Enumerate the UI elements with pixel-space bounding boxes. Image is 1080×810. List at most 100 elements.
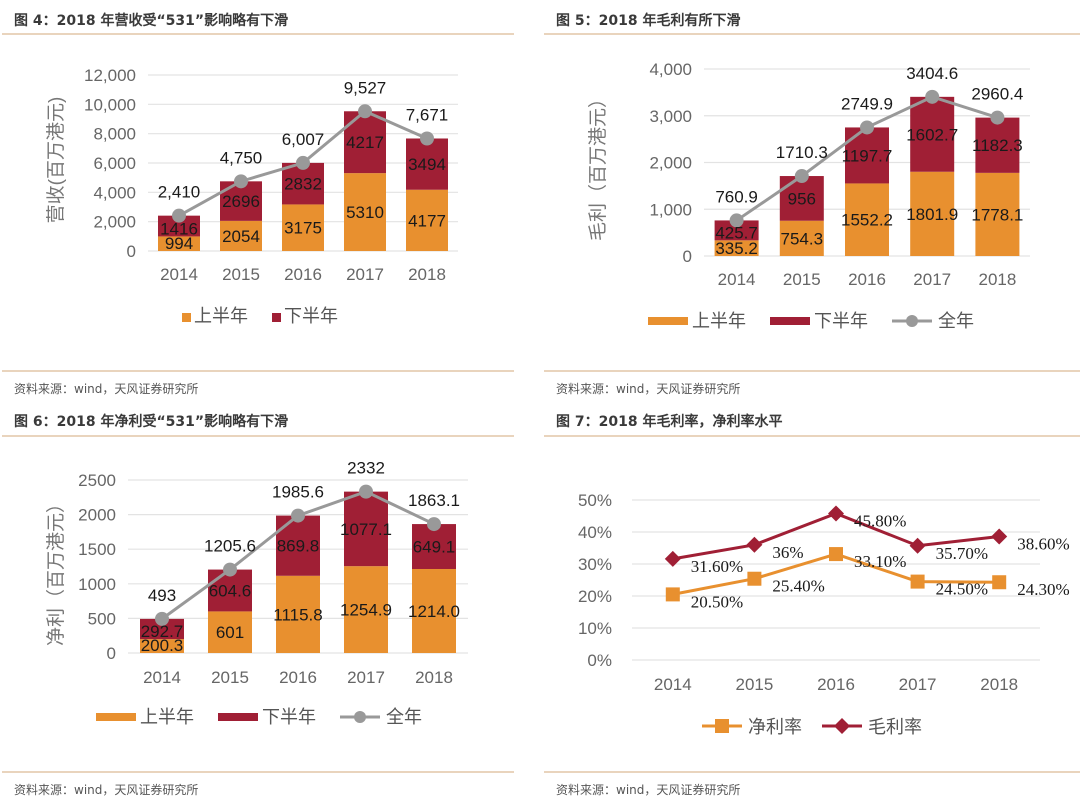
title-divider [544,435,1080,437]
data-label-second-half: 1182.3 [972,136,1023,155]
bar-first-half [975,172,1020,256]
x-tick-label: 2018 [978,270,1016,289]
data-label-first-half: 335.2 [715,239,758,258]
full-year-point [234,174,248,189]
gross-margin-marker [746,536,763,553]
gross-margin-data-label: 35.70% [936,544,988,563]
bar-second-half [344,491,388,567]
figure-6-panel: 图 6：2018 年净利受“531”影响略有下滑 0 500 1000 1500 200… [0,405,528,810]
y-tick-label: 1,000 [649,200,692,219]
title-divider [2,435,514,437]
figure-4-source: 资料来源：wind，天风证券研究所 [14,382,199,396]
x-tick-label: 2017 [346,265,384,284]
bar-first-half [714,240,759,256]
data-label-full-year: 2960.4 [971,85,1023,104]
bar-second-half [910,96,955,172]
data-label-second-half: 956 [788,189,816,208]
data-label-second-half: 425.7 [715,223,758,242]
net-margin-data-label: 24.50% [936,580,988,599]
data-label-first-half: 1214.0 [408,602,460,621]
data-label-full-year: 9,527 [344,78,387,97]
full-year-point [358,104,372,119]
data-label-second-half: 2696 [222,192,260,211]
title-divider [2,33,514,35]
x-tick-label: 2015 [735,675,773,694]
x-tick-label: 2017 [347,668,385,687]
gross-margin-marker [828,505,844,522]
data-label-second-half: 1077.1 [340,520,392,539]
data-label-full-year: 760.9 [715,187,758,206]
bar-first-half [845,183,889,256]
bar-second-half [975,117,1020,173]
data-label-second-half: 4217 [346,133,384,152]
y-tick-label: 10% [578,619,612,638]
bar-second-half [779,176,824,221]
data-label-first-half: 1801.9 [906,205,958,224]
y-tick-label: 4,000 [649,60,692,79]
x-tick-label: 2017 [913,270,951,289]
data-label-full-year: 1863.1 [408,491,460,510]
data-label-second-half: 869.8 [277,537,320,556]
data-label-second-half: 1602.7 [906,125,958,144]
y-tick-label: 2,000 [93,213,136,232]
y-tick-label: 0% [587,651,612,670]
legend-swatch-first-half [648,317,688,325]
legend-label-net-margin: 净利率 [748,717,802,737]
legend-label-gross-margin: 毛利率 [868,717,922,737]
y-axis-label: 净利（百万港元） [45,494,67,646]
data-label-first-half: 5310 [346,203,384,222]
data-label-full-year: 493 [148,586,176,605]
full-year-point [172,208,186,223]
data-label-second-half: 3494 [408,155,446,174]
net-margin-marker [992,575,1007,590]
data-label-first-half: 2054 [222,227,260,246]
bar-first-half [406,189,448,251]
y-tick-label: 500 [88,609,116,628]
full-year-point [427,517,441,532]
gross-margin-marker [664,550,681,567]
bar-first-half [344,173,386,251]
y-tick-label: 2500 [78,471,116,490]
data-label-first-half: 1115.8 [273,605,322,624]
data-label-first-half: 200.3 [141,636,184,655]
x-tick-label: 2016 [817,675,855,694]
gross-margin-data-label: 36% [772,543,803,562]
figure-5-title: 图 5：2018 年毛利有所下滑 [556,13,741,29]
legend-label-full-year: 全年 [938,311,974,331]
legend-label-second-half: 下半年 [262,707,316,727]
gross-margin-marker [909,537,926,554]
data-label-full-year: 1985.6 [272,483,324,502]
full-year-point [155,611,169,626]
y-tick-label: 8,000 [93,125,136,144]
y-axis-label: 毛利（百万港元） [587,89,609,241]
x-tick-label: 2016 [848,270,886,289]
net-margin-marker [829,547,843,562]
bar-first-half [220,220,262,251]
bar-first-half [208,611,252,653]
y-tick-label: 4,000 [93,183,136,202]
net-margin-marker [747,571,762,586]
legend-label-first-half: 上半年 [140,707,194,727]
data-label-full-year: 2,410 [158,183,201,202]
legend-label-second-half: 下半年 [284,306,338,326]
x-tick-label: 2018 [415,668,453,687]
bar-first-half [779,220,824,256]
legend-swatch-first-half [96,713,136,721]
legend-swatch-second-half [218,713,258,721]
data-label-full-year: 1205.6 [204,537,256,556]
x-tick-label: 2018 [980,675,1018,694]
y-tick-label: 0 [107,644,116,663]
figure-5-source: 资料来源：wind，天风证券研究所 [556,382,741,396]
legend-label-second-half: 下半年 [814,311,868,331]
full-year-point [860,120,874,135]
bar-second-half [140,618,184,640]
x-tick-label: 2018 [408,265,446,284]
figure-4-title: 图 4：2018 年营收受“531”影响略有下滑 [14,13,289,29]
margin-line-chart: 0% 10% 20% 30% 40% 50% 2014 2015 2016 2017 2018 20.… [578,491,1070,737]
figure-5-panel: 图 5：2018 年毛利有所下滑 0 1,000 2,000 3,000 4,000 毛利… [542,0,1080,405]
y-tick-label: 10,000 [84,95,136,114]
full-year-point [296,155,310,170]
x-tick-label: 2015 [783,270,821,289]
source-divider [544,771,1080,773]
y-tick-label: 12,000 [84,66,136,85]
